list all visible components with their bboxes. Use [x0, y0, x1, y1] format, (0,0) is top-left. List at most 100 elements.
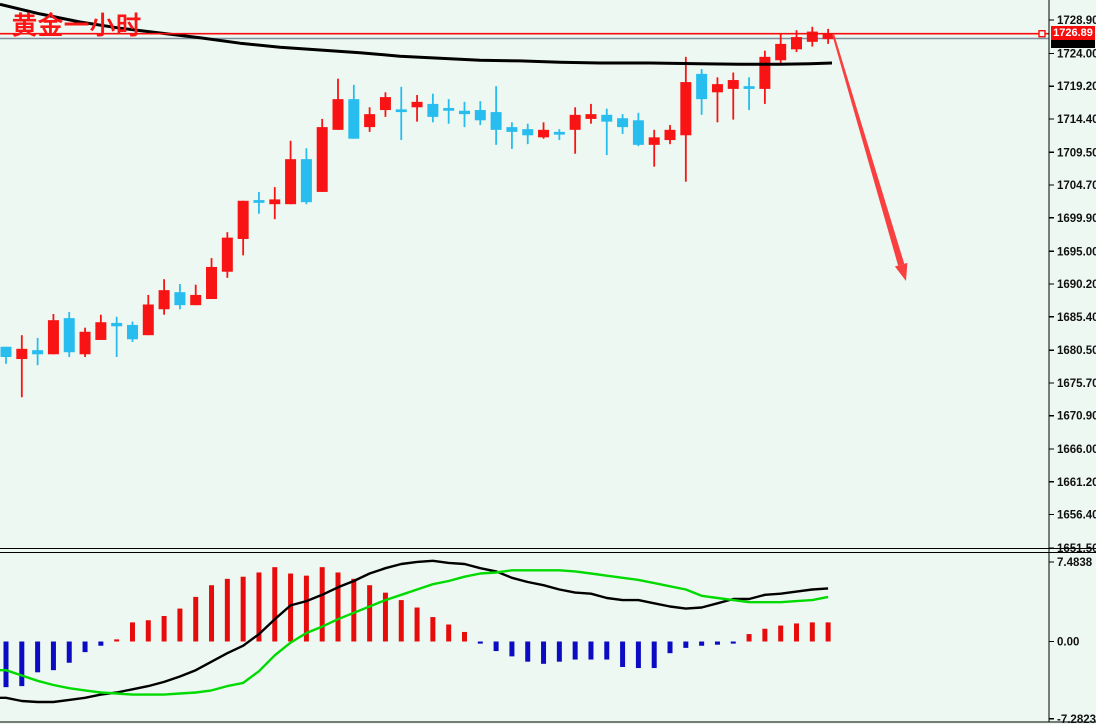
candle-bearish — [458, 110, 470, 115]
candle-bullish — [142, 304, 154, 336]
price-axis-label: 1704.70 — [1057, 180, 1096, 192]
macd-histogram-bar — [461, 631, 467, 642]
macd-histogram-bar — [82, 641, 88, 653]
price-axis-label: 1728.90 — [1057, 15, 1096, 27]
candle-bullish — [285, 159, 297, 205]
price-axis-label: 1719.20 — [1057, 81, 1096, 93]
indicator-axis-label: 7.4838 — [1057, 557, 1093, 569]
hline-handle[interactable] — [1038, 30, 1046, 38]
indicator-axis-label: -7.2823 — [1057, 714, 1096, 724]
candle-bullish — [569, 114, 581, 130]
macd-histogram-bar — [50, 641, 56, 671]
candle-wick — [447, 99, 450, 124]
candle-wick — [463, 101, 466, 128]
candle-wick — [115, 316, 118, 358]
macd-histogram-bar — [114, 639, 120, 642]
price-axis-label: 1680.50 — [1057, 345, 1096, 357]
price-axis-label: 1651.50 — [1057, 543, 1096, 555]
macd-histogram-bar — [446, 624, 452, 642]
macd-line — [0, 559, 829, 704]
candle-bearish — [348, 99, 360, 139]
candle-bearish — [0, 346, 12, 358]
price-axis-label: 1675.70 — [1057, 378, 1096, 390]
macd-histogram-bar — [730, 641, 736, 644]
candle-bullish — [411, 101, 423, 108]
candle-bullish — [791, 37, 802, 50]
macd-histogram-bar — [98, 641, 104, 646]
candle-bullish — [158, 290, 170, 310]
candle-bullish — [190, 294, 202, 306]
macd-histogram-bar — [430, 617, 436, 642]
macd-histogram-bar — [667, 641, 673, 654]
candle-bullish — [221, 237, 233, 272]
trend-arrow-shaft[interactable] — [832, 33, 905, 266]
candle-bullish — [822, 33, 834, 40]
macd-histogram-bar — [556, 641, 562, 662]
candle-wick — [590, 103, 592, 124]
price-axis-label: 1709.50 — [1057, 147, 1096, 159]
price-axis-label: 1699.90 — [1057, 213, 1096, 225]
candle-bearish — [617, 118, 629, 128]
macd-histogram-bar — [161, 616, 167, 642]
candle-wick — [511, 122, 513, 149]
macd-histogram-bar — [35, 641, 41, 673]
macd-histogram-bar — [288, 573, 294, 642]
macd-histogram-bar — [525, 641, 531, 662]
macd-histogram-bar — [794, 623, 799, 642]
candle-bearish — [63, 318, 75, 353]
candle-bullish — [364, 114, 376, 128]
candle-bearish — [490, 112, 502, 130]
candle-bullish — [664, 129, 676, 141]
macd-histogram-bar — [635, 641, 641, 669]
candle-wick — [20, 335, 23, 398]
macd-histogram-bar — [493, 641, 499, 652]
macd-histogram-bar — [683, 641, 689, 648]
macd-histogram-bar — [778, 625, 784, 642]
macd-histogram-bar — [209, 585, 215, 642]
candle-bullish — [206, 266, 218, 300]
chart-title: 黄金一小时 — [12, 12, 143, 40]
candle-wick — [605, 108, 608, 156]
macd-histogram-bar — [809, 622, 815, 642]
macd-histogram-bar — [19, 641, 25, 687]
macd-histogram-bar — [303, 575, 309, 642]
candle-bullish — [332, 99, 344, 130]
candle-bullish — [95, 322, 107, 340]
candle-bullish — [316, 127, 328, 192]
macd-histogram-bar — [256, 572, 262, 642]
candle-bearish — [253, 200, 265, 203]
price-axis-label: 1695.00 — [1057, 246, 1096, 258]
macd-histogram-bar — [367, 585, 373, 642]
macd-histogram-bar — [414, 607, 420, 642]
price-panel — [0, 2, 1049, 398]
price-axis-label: 1670.90 — [1057, 411, 1096, 423]
macd-histogram-bar — [240, 576, 246, 642]
macd-histogram-bar — [825, 622, 831, 642]
candle-bullish — [775, 43, 787, 61]
candle-bearish — [443, 108, 455, 111]
moving-average-line — [0, 2, 833, 66]
macd-histogram-bar — [604, 641, 610, 660]
macd-histogram-bar — [620, 641, 626, 667]
candle-bearish — [111, 322, 123, 327]
candle-bearish — [474, 110, 486, 121]
candle-bearish — [126, 324, 138, 340]
macd-histogram-bar — [398, 600, 404, 642]
candle-bearish — [174, 292, 186, 306]
trend-arrow-head[interactable] — [894, 262, 908, 281]
macd-histogram-bar — [335, 572, 341, 642]
candle-bearish — [427, 103, 439, 117]
candle-bearish — [743, 86, 755, 89]
candle-bearish — [696, 73, 708, 100]
price-axis-label: 1724.00 — [1057, 48, 1096, 60]
price-axis-label: 1690.20 — [1057, 279, 1096, 291]
candle-wick — [748, 77, 750, 111]
candle-bearish — [300, 159, 312, 203]
macd-histogram-bar — [145, 620, 151, 642]
candle-bullish — [79, 331, 91, 355]
candle-wick — [400, 86, 403, 141]
macd-histogram-bar — [746, 634, 752, 642]
candle-wick — [574, 107, 577, 154]
candle-bearish — [553, 131, 565, 135]
